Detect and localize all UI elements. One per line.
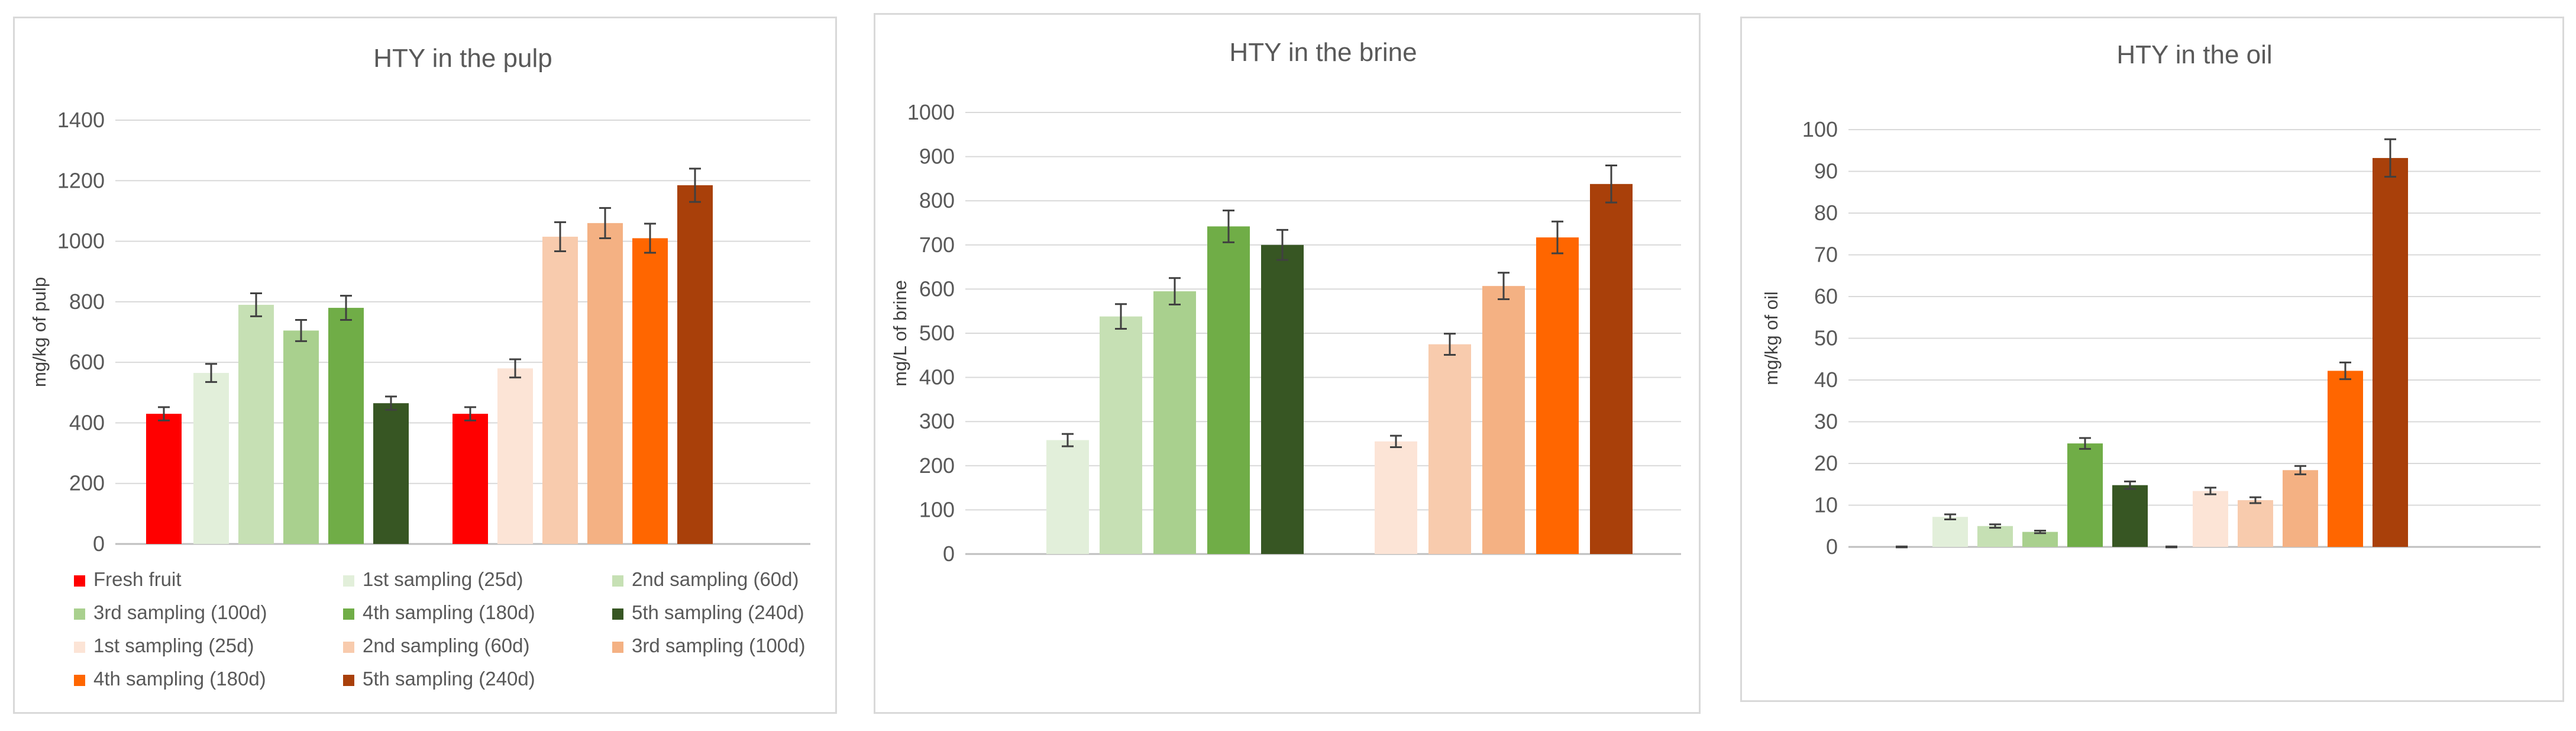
legend-swatch xyxy=(74,575,85,587)
legend-swatch xyxy=(74,642,85,653)
y-tick-label: 900 xyxy=(919,144,955,169)
bar xyxy=(193,373,229,544)
bar xyxy=(2328,371,2363,547)
bar xyxy=(453,414,488,544)
chart-panel-pulp: HTY in the pulp mg/kg of pulp 0 200 400 600 80… xyxy=(13,17,837,714)
chart-panel-oil: HTY in the oil mg/kg of oil 0 10 20 30 40 50 60 7… xyxy=(1740,17,2564,702)
y-tick-label: 100 xyxy=(919,497,955,521)
bar xyxy=(677,185,713,544)
bar xyxy=(2373,157,2408,547)
chart-title: HTY in the brine xyxy=(1229,38,1417,67)
y-tick-label: 200 xyxy=(919,453,955,478)
y-tick-label: 1400 xyxy=(57,108,105,132)
legend-label: 5th sampling (240d) xyxy=(632,601,804,623)
bar xyxy=(1153,291,1196,554)
y-tick-label: 10 xyxy=(1814,493,1838,517)
bar xyxy=(373,403,409,544)
bar xyxy=(2193,491,2228,547)
y-tick-label: 700 xyxy=(919,233,955,257)
bar xyxy=(1428,344,1471,554)
y-tick-label: 20 xyxy=(1814,451,1838,475)
bar xyxy=(2238,500,2273,547)
legend-label: 1st sampling (25d) xyxy=(363,568,523,590)
y-tick-label: 70 xyxy=(1814,243,1838,267)
legend-swatch xyxy=(74,675,85,686)
y-tick-label: 600 xyxy=(69,350,105,374)
chart-brine: HTY in the brine mg/L of brine 0 100 200 300 4… xyxy=(890,38,1681,566)
bar xyxy=(632,238,668,544)
y-tick-label: 0 xyxy=(943,542,955,566)
y-tick-label: 0 xyxy=(1826,534,1838,559)
bar xyxy=(2022,532,2058,547)
legend-label: Fresh fruit xyxy=(93,568,182,590)
legend-label: 5th sampling (240d) xyxy=(363,668,535,690)
bar xyxy=(1977,526,2013,547)
bar xyxy=(1207,226,1250,554)
chart-oil: HTY in the oil mg/kg of oil 0 10 20 30 40 50 60 7… xyxy=(1761,40,2541,559)
bar xyxy=(587,223,623,544)
y-tick-label: 200 xyxy=(69,471,105,495)
legend-label: 4th sampling (180d) xyxy=(93,668,266,690)
y-axis-label: mg/kg of oil xyxy=(1761,291,1782,385)
y-tick-label: 1000 xyxy=(907,100,955,124)
bar xyxy=(146,414,182,544)
bar xyxy=(1375,441,1417,554)
legend-swatch xyxy=(343,608,354,620)
y-tick-label: 600 xyxy=(919,276,955,301)
legend-swatch xyxy=(74,608,85,620)
y-tick-label: 500 xyxy=(919,321,955,345)
legend-label: 1st sampling (25d) xyxy=(93,635,254,656)
y-tick-label: 100 xyxy=(1802,117,1838,141)
bar xyxy=(1590,183,1633,554)
legend-swatch xyxy=(343,675,354,686)
bar xyxy=(2283,470,2318,547)
bar xyxy=(1046,440,1089,554)
y-tick-label: 800 xyxy=(919,188,955,212)
y-axis-label: mg/L of brine xyxy=(890,280,910,387)
y-tick-label: 0 xyxy=(93,532,105,556)
chart-panel-brine: HTY in the brine mg/L of brine 0 100 200 300 4… xyxy=(874,13,1701,714)
y-tick-label: 1200 xyxy=(57,168,105,192)
bar xyxy=(328,308,364,544)
legend-label: 4th sampling (180d) xyxy=(363,601,535,623)
legend-label: 2nd sampling (60d) xyxy=(363,635,530,656)
y-tick-label: 30 xyxy=(1814,410,1838,434)
legend-label: 3rd sampling (100d) xyxy=(93,601,267,623)
y-tick-label: 60 xyxy=(1814,284,1838,308)
bar xyxy=(283,330,319,544)
y-tick-label: 50 xyxy=(1814,326,1838,350)
bar xyxy=(1482,286,1525,554)
y-tick-label: 400 xyxy=(69,410,105,434)
y-axis-label: mg/kg of pulp xyxy=(29,277,50,387)
legend-swatch xyxy=(343,575,354,587)
bar xyxy=(2067,443,2103,547)
y-tick-label: 300 xyxy=(919,409,955,433)
bar xyxy=(542,236,578,544)
chart-title: HTY in the pulp xyxy=(373,44,552,73)
y-tick-label: 1000 xyxy=(57,229,105,253)
legend-label: 3rd sampling (100d) xyxy=(632,635,806,656)
bar xyxy=(1100,316,1142,554)
bar xyxy=(1536,237,1579,554)
legend-swatch xyxy=(343,642,354,653)
chart-pulp: HTY in the pulp mg/kg of pulp 0 200 400 600 80… xyxy=(29,44,810,690)
bar xyxy=(497,368,533,544)
bar xyxy=(1261,244,1304,554)
legend-label: 2nd sampling (60d) xyxy=(632,568,799,590)
legend-swatch xyxy=(612,608,623,620)
bar xyxy=(2112,485,2148,547)
y-tick-label: 90 xyxy=(1814,159,1838,183)
y-tick-label: 400 xyxy=(919,365,955,389)
legend-swatch xyxy=(612,642,623,653)
y-tick-label: 40 xyxy=(1814,368,1838,392)
y-tick-label: 80 xyxy=(1814,201,1838,225)
bar xyxy=(238,304,274,544)
bar xyxy=(1932,517,1968,547)
y-tick-label: 800 xyxy=(69,289,105,314)
legend-swatch xyxy=(612,575,623,587)
chart-title: HTY in the oil xyxy=(2116,40,2272,69)
